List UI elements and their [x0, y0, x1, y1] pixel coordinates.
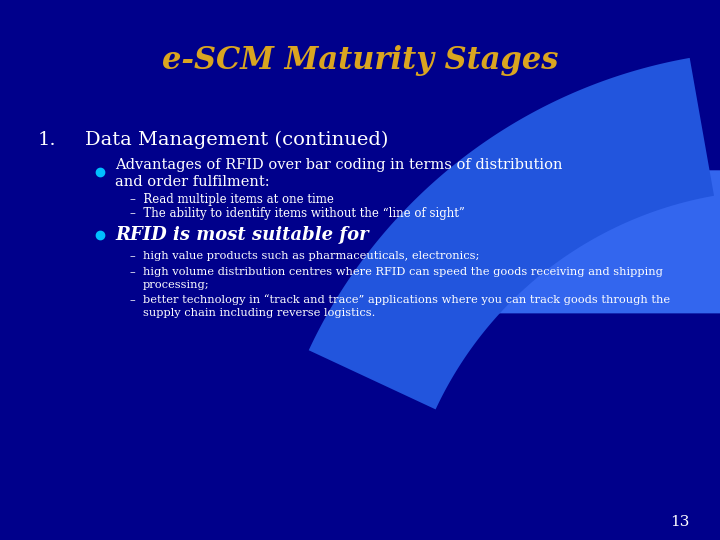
Text: RFID is most suitable for: RFID is most suitable for [115, 226, 369, 244]
Text: Advantages of RFID over bar coding in terms of distribution: Advantages of RFID over bar coding in te… [115, 158, 562, 172]
Polygon shape [468, 170, 720, 313]
Text: processing;: processing; [143, 280, 210, 290]
Text: –  high value products such as pharmaceuticals, electronics;: – high value products such as pharmaceut… [130, 251, 480, 261]
Text: –  high volume distribution centres where RFID can speed the goods receiving and: – high volume distribution centres where… [130, 267, 663, 277]
Text: and order fulfilment:: and order fulfilment: [115, 175, 269, 189]
Text: –  Read multiple items at one time: – Read multiple items at one time [130, 192, 334, 206]
Text: supply chain including reverse logistics.: supply chain including reverse logistics… [143, 308, 375, 318]
Text: 1.: 1. [38, 131, 57, 149]
Polygon shape [309, 58, 714, 409]
Text: –  better technology in “track and trace” applications where you can track goods: – better technology in “track and trace”… [130, 295, 670, 306]
Text: e-SCM Maturity Stages: e-SCM Maturity Stages [162, 44, 558, 76]
Text: Data Management (continued): Data Management (continued) [85, 131, 388, 149]
Text: –  The ability to identify items without the “line of sight”: – The ability to identify items without … [130, 206, 465, 219]
Text: 13: 13 [670, 515, 690, 529]
